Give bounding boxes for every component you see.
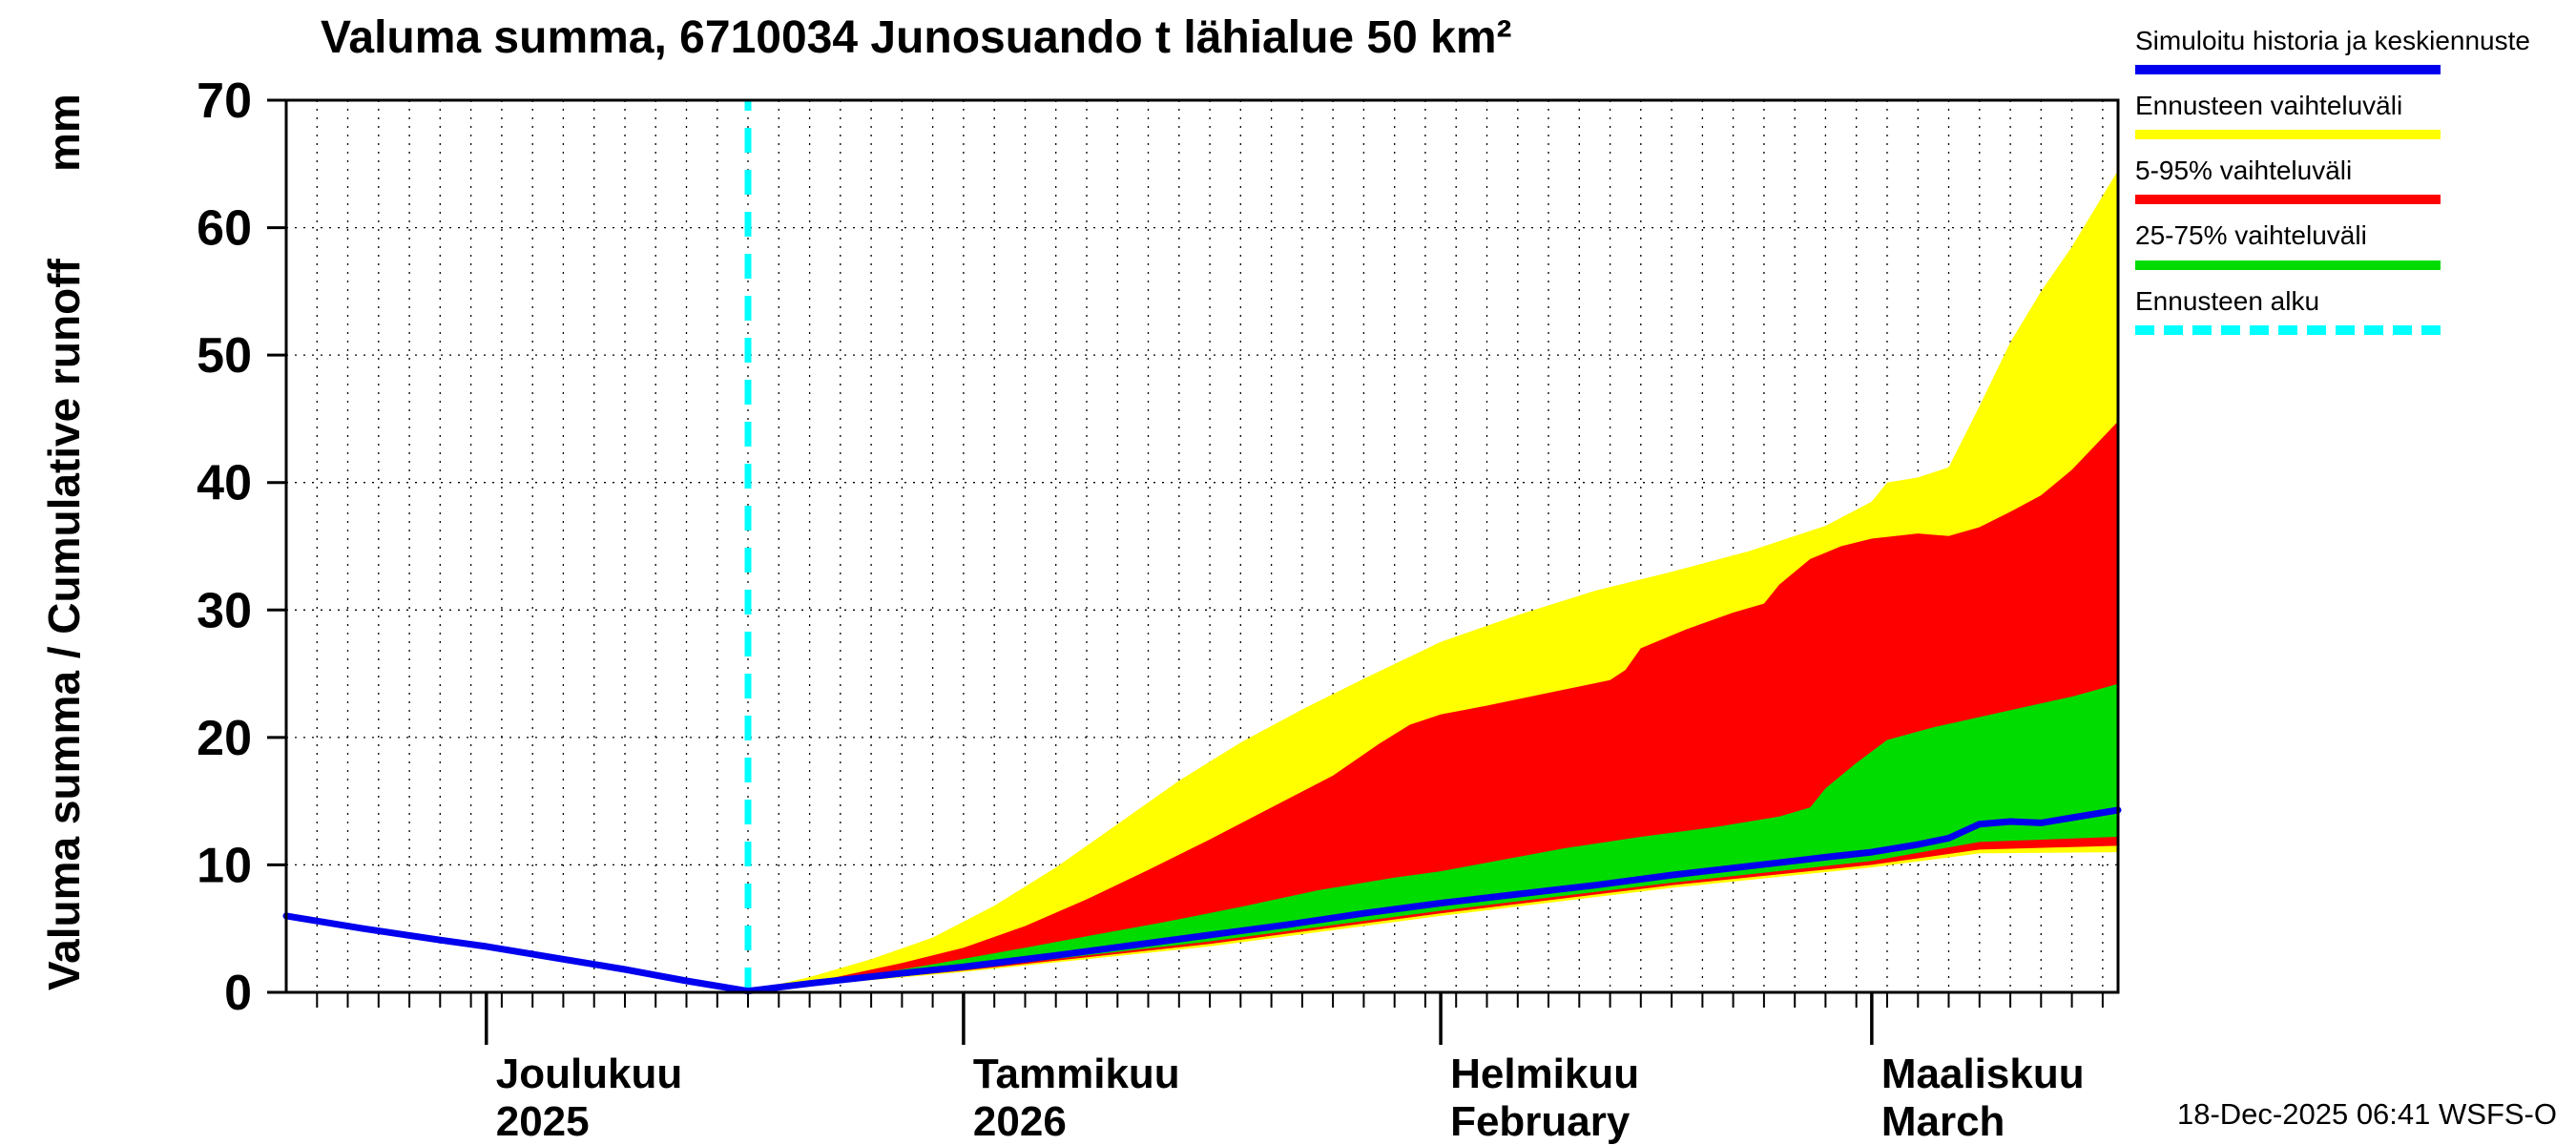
svg-text:Helmikuu: Helmikuu	[1450, 1051, 1639, 1097]
svg-text:March: March	[1881, 1098, 2005, 1145]
band	[748, 683, 2118, 991]
svg-text:20: 20	[197, 711, 252, 766]
svg-text:Tammikuu: Tammikuu	[973, 1051, 1180, 1097]
legend-label: 5-95% vaihteluväli	[2135, 156, 2353, 186]
median-line	[282, 806, 2122, 995]
svg-text:February: February	[1450, 1098, 1631, 1145]
timestamp: 18-Dec-2025 06:41 WSFS-O	[2176, 1097, 2557, 1131]
legend-label: Ennusteen vaihteluväli	[2135, 91, 2403, 121]
svg-text:Maaliskuu: Maaliskuu	[1881, 1051, 2085, 1097]
legend-blue-line-sample	[2135, 65, 2441, 75]
legend-item-forecast-range: Ennusteen vaihteluväli	[2135, 90, 2555, 140]
legend-label: Simuloitu historia ja keskiennuste	[2135, 26, 2530, 55]
y-axis-label: Valuma summa / Cumulative runoff	[39, 259, 89, 990]
svg-text:30: 30	[197, 583, 252, 638]
svg-text:10: 10	[197, 838, 252, 893]
legend-cyan-dashed-line-sample	[2135, 324, 2441, 335]
legend-green-band-sample	[2135, 260, 2441, 270]
svg-text:40: 40	[197, 456, 252, 511]
y-axis-unit: mm	[39, 94, 89, 172]
legend: Simuloitu historia ja keskiennuste Ennus…	[2135, 25, 2555, 350]
svg-text:2025: 2025	[496, 1098, 590, 1145]
chart-title: Valuma summa, 6710034 Junosuando t lähia…	[321, 12, 1512, 63]
svg-text:60: 60	[197, 201, 252, 257]
svg-text:70: 70	[197, 73, 252, 129]
svg-text:0: 0	[224, 966, 252, 1021]
legend-label: 25-75% vaihteluväli	[2135, 220, 2367, 251]
legend-red-band-sample	[2135, 195, 2441, 205]
svg-text:50: 50	[197, 328, 252, 384]
legend-item-5-95-range: 5-95% vaihteluväli	[2135, 155, 2555, 205]
legend-label: Ennusteen alku	[2135, 285, 2320, 316]
legend-item-simulated-history: Simuloitu historia ja keskiennuste	[2135, 25, 2555, 75]
svg-text:Joulukuu: Joulukuu	[496, 1051, 683, 1097]
svg-text:2026: 2026	[973, 1098, 1067, 1145]
legend-item-forecast-start: Ennusteen alku	[2135, 285, 2555, 335]
legend-yellow-band-sample	[2135, 130, 2441, 140]
legend-item-25-75-range: 25-75% vaihteluväli	[2135, 219, 2555, 270]
